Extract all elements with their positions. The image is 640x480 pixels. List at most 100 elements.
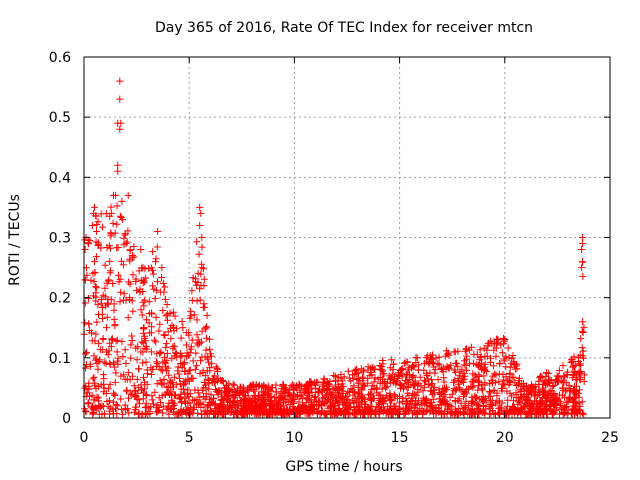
data-point bbox=[520, 383, 528, 391]
data-point bbox=[265, 396, 273, 404]
data-point bbox=[445, 403, 453, 411]
data-point bbox=[128, 252, 136, 259]
data-point bbox=[218, 377, 226, 384]
data-point bbox=[181, 380, 189, 388]
data-point bbox=[124, 314, 132, 322]
data-point bbox=[217, 396, 225, 404]
data-point bbox=[89, 269, 97, 277]
data-point bbox=[508, 355, 516, 363]
data-point bbox=[198, 264, 206, 272]
data-point bbox=[157, 349, 165, 357]
data-point bbox=[157, 365, 165, 373]
data-point bbox=[132, 392, 140, 400]
data-point bbox=[116, 77, 124, 85]
data-point bbox=[536, 374, 544, 382]
data-point bbox=[421, 376, 428, 384]
data-point bbox=[211, 408, 219, 416]
data-point bbox=[183, 341, 190, 349]
x-tick-label: 25 bbox=[601, 430, 619, 446]
data-point bbox=[572, 387, 580, 395]
data-point bbox=[366, 396, 374, 404]
data-point bbox=[88, 222, 96, 229]
data-point bbox=[579, 329, 587, 336]
data-point bbox=[107, 209, 115, 217]
data-point bbox=[106, 361, 114, 368]
data-point bbox=[570, 353, 578, 361]
data-point bbox=[109, 219, 117, 227]
data-point bbox=[150, 336, 158, 344]
data-point bbox=[540, 409, 547, 417]
data-point bbox=[396, 399, 404, 407]
data-point bbox=[376, 379, 384, 387]
data-point bbox=[102, 390, 110, 397]
data-point bbox=[199, 367, 207, 375]
data-point bbox=[320, 386, 328, 393]
data-point bbox=[168, 391, 176, 399]
data-point bbox=[295, 398, 303, 406]
data-point bbox=[198, 243, 206, 251]
data-point bbox=[476, 363, 484, 371]
data-point bbox=[334, 386, 342, 394]
data-point bbox=[132, 344, 140, 352]
data-point bbox=[280, 381, 287, 389]
data-point bbox=[189, 374, 197, 382]
data-point bbox=[555, 410, 563, 418]
data-point bbox=[512, 389, 520, 397]
data-point bbox=[120, 371, 128, 379]
data-point bbox=[204, 402, 212, 410]
data-point bbox=[95, 339, 103, 347]
y-tick-label: 0.4 bbox=[49, 170, 71, 186]
data-point bbox=[121, 401, 129, 409]
data-point bbox=[137, 306, 145, 314]
data-point bbox=[526, 402, 534, 410]
data-point bbox=[141, 344, 149, 352]
data-point bbox=[81, 319, 89, 327]
data-point bbox=[81, 384, 89, 392]
data-point bbox=[575, 406, 583, 414]
data-point bbox=[140, 324, 147, 332]
data-point bbox=[451, 405, 459, 413]
data-point bbox=[568, 410, 576, 418]
data-point bbox=[529, 401, 537, 409]
data-point bbox=[410, 363, 418, 371]
data-point bbox=[413, 354, 421, 362]
data-point bbox=[475, 373, 483, 380]
data-point bbox=[509, 352, 517, 359]
data-point bbox=[454, 375, 462, 382]
data-point bbox=[146, 408, 154, 416]
data-point bbox=[416, 373, 424, 381]
data-point bbox=[101, 293, 109, 301]
data-point bbox=[454, 347, 462, 355]
data-point bbox=[490, 362, 497, 370]
data-point bbox=[149, 366, 157, 373]
data-point bbox=[229, 403, 237, 411]
data-point bbox=[410, 382, 418, 390]
data-point bbox=[113, 202, 121, 210]
data-point bbox=[489, 372, 497, 380]
data-point bbox=[320, 375, 328, 383]
data-point bbox=[409, 372, 417, 380]
data-point bbox=[118, 338, 126, 346]
data-point bbox=[133, 356, 141, 364]
data-point bbox=[412, 401, 420, 409]
data-point bbox=[553, 395, 561, 403]
data-point bbox=[119, 261, 127, 269]
data-point bbox=[217, 388, 225, 396]
data-point bbox=[356, 390, 364, 398]
data-point bbox=[480, 398, 488, 406]
data-point bbox=[402, 399, 410, 407]
data-point bbox=[397, 381, 405, 389]
data-point bbox=[116, 275, 124, 283]
data-point bbox=[110, 389, 117, 397]
data-point bbox=[319, 381, 327, 389]
data-point bbox=[371, 365, 379, 373]
data-point bbox=[106, 407, 114, 415]
data-point bbox=[178, 364, 186, 372]
data-point bbox=[291, 392, 299, 400]
data-point bbox=[290, 406, 297, 414]
data-point bbox=[579, 258, 587, 266]
data-point bbox=[162, 312, 170, 320]
data-point bbox=[273, 400, 281, 408]
data-point bbox=[122, 240, 130, 247]
